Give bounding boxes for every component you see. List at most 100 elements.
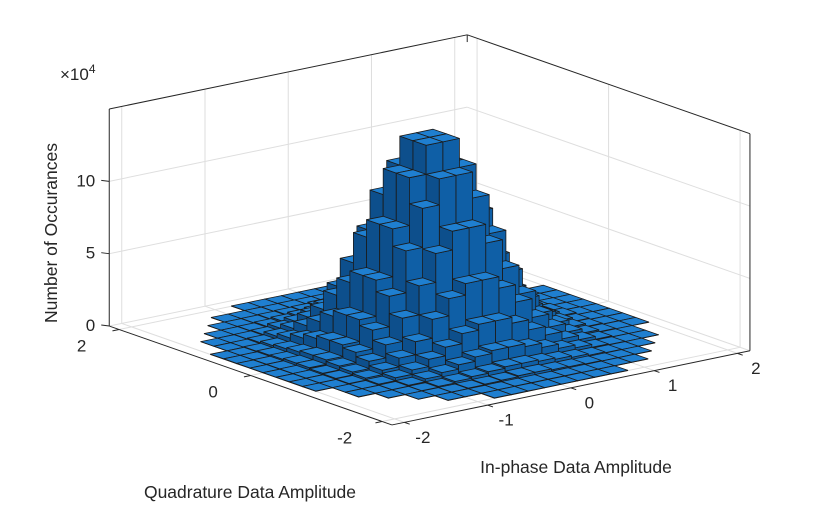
- y-tick-label: 2: [77, 336, 86, 355]
- bar-top-face: [365, 375, 396, 385]
- histogram-bar: [480, 389, 512, 399]
- bar-top-face: [487, 371, 519, 381]
- bar-top-face: [435, 290, 467, 300]
- z-tick-label: 0: [86, 316, 95, 335]
- x-tick: [570, 387, 577, 391]
- bar-top-face: [431, 338, 463, 348]
- x-tick-label: -2: [415, 428, 430, 447]
- bar-top-face: [368, 361, 400, 371]
- bar-top-face: [404, 390, 436, 400]
- bar-top-face: [405, 277, 437, 287]
- histogram-bars: [200, 128, 659, 401]
- x-tick-label: -1: [499, 411, 514, 430]
- bar-top-face: [375, 287, 407, 297]
- bar-top-face: [381, 369, 413, 379]
- bar-top-face: [458, 368, 489, 378]
- histogram-bar: [345, 388, 376, 398]
- wall-grid-line-z: [467, 179, 751, 279]
- bar-top-face: [355, 352, 387, 362]
- z-tick-label: 10: [76, 171, 95, 190]
- bar-top-face: [504, 367, 536, 377]
- bar-top-face: [424, 377, 456, 387]
- bar-top-face: [322, 369, 353, 379]
- bar-top-face: [454, 379, 486, 389]
- y-tick-label: 0: [208, 382, 217, 401]
- x-tick-label: 2: [751, 359, 760, 378]
- bar-top-face: [335, 375, 367, 384]
- bar-top-face: [329, 336, 360, 346]
- x-tick: [487, 404, 494, 408]
- bar-top-face: [491, 358, 523, 368]
- z-tick: [101, 252, 110, 255]
- y-tick: [243, 374, 251, 378]
- x-tick-label: 1: [668, 376, 677, 395]
- bar-top-face: [325, 357, 357, 367]
- bar-top-face: [411, 370, 443, 380]
- bar-top-face: [448, 325, 480, 335]
- bar-top-face: [352, 369, 383, 379]
- top-edge-left: [109, 34, 468, 110]
- bar-top-face: [434, 391, 466, 401]
- bar-top-face: [345, 388, 376, 398]
- bar-top-face: [422, 244, 453, 254]
- z-tick: [101, 179, 110, 182]
- histogram-bar: [302, 382, 333, 392]
- histogram-bar: [434, 391, 466, 401]
- bar-top-face: [408, 199, 440, 209]
- bar-top-face: [392, 242, 424, 252]
- bar-top-face: [394, 376, 426, 386]
- bar-top-face: [385, 349, 417, 359]
- bar-top-face: [465, 315, 496, 325]
- y-axis-label: Quadrature Data Amplitude: [144, 482, 356, 502]
- bar-top-face: [395, 169, 427, 179]
- bar-top-face: [359, 321, 390, 331]
- x-tick: [654, 370, 660, 373]
- bar-top-face: [415, 350, 446, 360]
- bar-top-face: [441, 373, 473, 382]
- axes-lines: [101, 34, 751, 426]
- bar-top-face: [374, 389, 406, 399]
- x-tick-label: 0: [585, 393, 594, 412]
- x-axis-label: In-phase Data Amplitude: [480, 457, 672, 477]
- z-exponent-label: ×104: [60, 62, 96, 84]
- bar-top-face: [345, 311, 377, 321]
- histogram-bar: [374, 389, 406, 399]
- x-tick: [404, 421, 410, 425]
- bar-top-face: [398, 361, 430, 371]
- top-edge-right: [467, 34, 751, 135]
- bar-top-face: [312, 351, 344, 361]
- bar-top-face: [372, 336, 403, 346]
- histogram-bar: [404, 390, 436, 400]
- bar-top-face: [412, 136, 444, 146]
- bar-top-face: [309, 364, 340, 374]
- bar-top-face: [480, 389, 512, 399]
- bar-top-face: [428, 364, 460, 374]
- bar-top-face: [444, 356, 476, 366]
- x-tick: [737, 352, 743, 356]
- bar-top-face: [379, 220, 410, 230]
- bar-top-face: [478, 342, 509, 352]
- bar-top-face: [338, 363, 370, 373]
- y-tick-label: -2: [337, 428, 352, 447]
- z-tick-label: 5: [86, 244, 95, 263]
- z-tick: [101, 324, 110, 327]
- bar-top-face: [388, 309, 420, 319]
- z-axis-label: Number of Occurances: [41, 143, 61, 323]
- bar-top-face: [362, 271, 394, 281]
- bar-top-face: [451, 275, 483, 285]
- bar-top-face: [295, 359, 327, 369]
- bar-top-face: [474, 363, 506, 373]
- bar-top-face: [342, 343, 374, 353]
- bar-top-face: [461, 348, 493, 358]
- y-tick: [112, 328, 120, 332]
- bar-top-face: [471, 375, 502, 385]
- bar-top-face: [425, 170, 457, 180]
- bar-top-face: [401, 333, 433, 343]
- bar-top-face: [418, 310, 450, 320]
- wall-grid-line-z: [109, 106, 468, 182]
- y-tick: [375, 420, 383, 424]
- bar-top-face: [438, 222, 470, 232]
